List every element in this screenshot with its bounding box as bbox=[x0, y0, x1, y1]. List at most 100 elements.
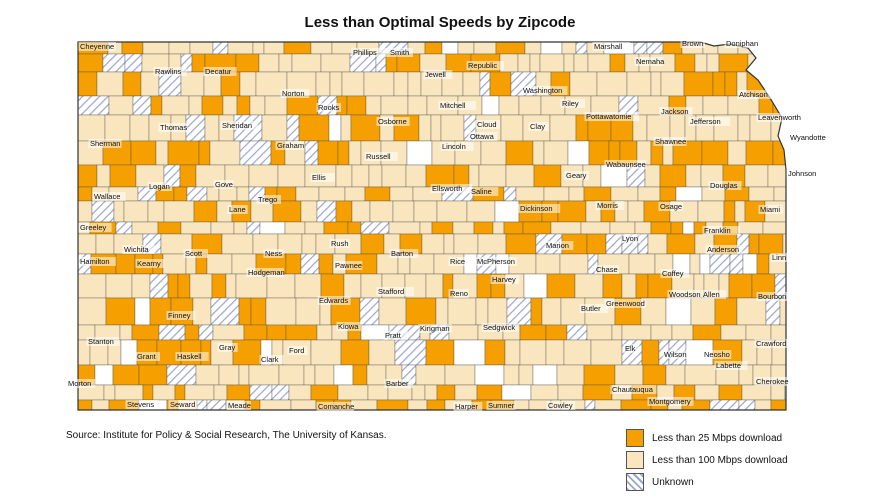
county-label-norton: Norton bbox=[282, 89, 305, 98]
zip-area bbox=[360, 233, 385, 255]
zip-area bbox=[684, 364, 717, 386]
county-label-johnson: Johnson bbox=[788, 169, 816, 178]
zip-area bbox=[539, 53, 565, 73]
zip-area bbox=[78, 186, 93, 202]
zip-area bbox=[122, 71, 142, 97]
zip-area bbox=[351, 164, 370, 188]
county-label-kiowa: Kiowa bbox=[338, 322, 359, 331]
zip-area bbox=[348, 140, 362, 166]
county-label-bg bbox=[518, 204, 561, 213]
county-label-bg bbox=[88, 139, 122, 148]
county-label-bg bbox=[376, 117, 410, 126]
county-label-cherokee: Cherokee bbox=[756, 377, 789, 386]
zip-area bbox=[285, 324, 318, 341]
zip-area bbox=[263, 42, 285, 55]
county-label-jewell: Jewell bbox=[425, 70, 446, 79]
zip-area bbox=[518, 95, 542, 116]
county-label-bg bbox=[256, 195, 281, 204]
zip-area bbox=[411, 384, 426, 401]
zip-area bbox=[503, 364, 520, 386]
county-label-bg bbox=[634, 57, 664, 66]
zip-area bbox=[102, 53, 126, 73]
legend-swatch-orange bbox=[626, 429, 644, 447]
zip-area bbox=[424, 384, 438, 401]
zip-area bbox=[278, 53, 293, 73]
zip-area bbox=[540, 42, 563, 55]
county-label-bg bbox=[376, 287, 414, 296]
county-label-bg bbox=[584, 112, 640, 121]
county-label-bg bbox=[667, 290, 701, 299]
county-label-bg bbox=[135, 259, 165, 268]
zip-area bbox=[519, 339, 547, 366]
zip-area bbox=[246, 221, 261, 235]
county-label-washington: Washington bbox=[523, 86, 562, 95]
county-label-sumner: Sumner bbox=[488, 401, 515, 410]
county-label-hodgeman: Hodgeman bbox=[248, 268, 285, 277]
county-label-marshall: Marshall bbox=[594, 42, 623, 51]
county-label-bg bbox=[756, 113, 807, 122]
county-label-franklin: Franklin bbox=[704, 226, 731, 235]
zip-area bbox=[405, 164, 427, 188]
zip-area bbox=[500, 114, 524, 142]
county-label-lane: Lane bbox=[229, 205, 246, 214]
zip-area bbox=[529, 53, 541, 73]
zip-area bbox=[557, 200, 587, 223]
zip-area bbox=[335, 164, 353, 188]
county-label-rice: Rice bbox=[450, 257, 465, 266]
zip-area bbox=[475, 297, 489, 326]
county-label-elk: Elk bbox=[625, 344, 636, 353]
zip-area bbox=[78, 399, 93, 410]
zip-area bbox=[567, 140, 590, 166]
zip-area bbox=[633, 42, 648, 55]
zip-area bbox=[586, 324, 613, 341]
zip-area bbox=[78, 71, 98, 97]
zip-area bbox=[694, 384, 720, 401]
zip-area bbox=[498, 95, 520, 116]
zip-area bbox=[340, 114, 352, 142]
zip-area bbox=[723, 200, 736, 223]
county-label-miami: Miami bbox=[760, 205, 780, 214]
zip-area bbox=[236, 186, 250, 202]
zip-area bbox=[298, 114, 330, 142]
county-label-bg bbox=[647, 397, 694, 406]
zip-area bbox=[718, 53, 749, 73]
county-label-bg bbox=[481, 323, 519, 332]
zip-area bbox=[162, 253, 187, 275]
county-label-bg bbox=[595, 201, 625, 210]
zip-area bbox=[158, 324, 186, 341]
legend-item-under100: Less than 100 Mbps download bbox=[626, 450, 788, 470]
zip-area bbox=[466, 200, 496, 223]
zip-area bbox=[738, 399, 756, 410]
zip-area bbox=[369, 200, 394, 223]
zip-area bbox=[250, 200, 274, 223]
county-label-ellsworth: Ellsworth bbox=[432, 184, 462, 193]
zip-area bbox=[419, 221, 433, 235]
county-label-lyon: Lyon bbox=[622, 234, 638, 243]
zip-area bbox=[505, 140, 534, 166]
zip-area bbox=[393, 71, 409, 97]
zip-area bbox=[762, 221, 786, 235]
zip-area bbox=[346, 95, 367, 116]
zip-area bbox=[341, 71, 365, 97]
zip-area bbox=[530, 384, 559, 401]
county-label-bg bbox=[383, 331, 408, 340]
county-label-bg bbox=[658, 202, 683, 211]
zip-area bbox=[406, 140, 433, 166]
county-label-riley: Riley bbox=[562, 99, 579, 108]
county-label-bg bbox=[594, 265, 619, 274]
zip-area bbox=[602, 273, 623, 299]
zip-area bbox=[221, 233, 254, 255]
county-label-kingman: Kingman bbox=[420, 324, 450, 333]
zip-area bbox=[515, 186, 545, 202]
zip-area bbox=[776, 71, 786, 97]
zip-area bbox=[407, 71, 422, 97]
zip-area bbox=[138, 364, 168, 386]
county-label-pratt: Pratt bbox=[385, 331, 402, 340]
zip-area bbox=[659, 164, 687, 188]
zip-area bbox=[161, 95, 190, 116]
zip-area bbox=[758, 233, 784, 255]
zip-area bbox=[188, 95, 203, 116]
zip-area bbox=[620, 399, 652, 410]
county-label-bg bbox=[183, 249, 208, 258]
zip-area bbox=[95, 233, 115, 255]
